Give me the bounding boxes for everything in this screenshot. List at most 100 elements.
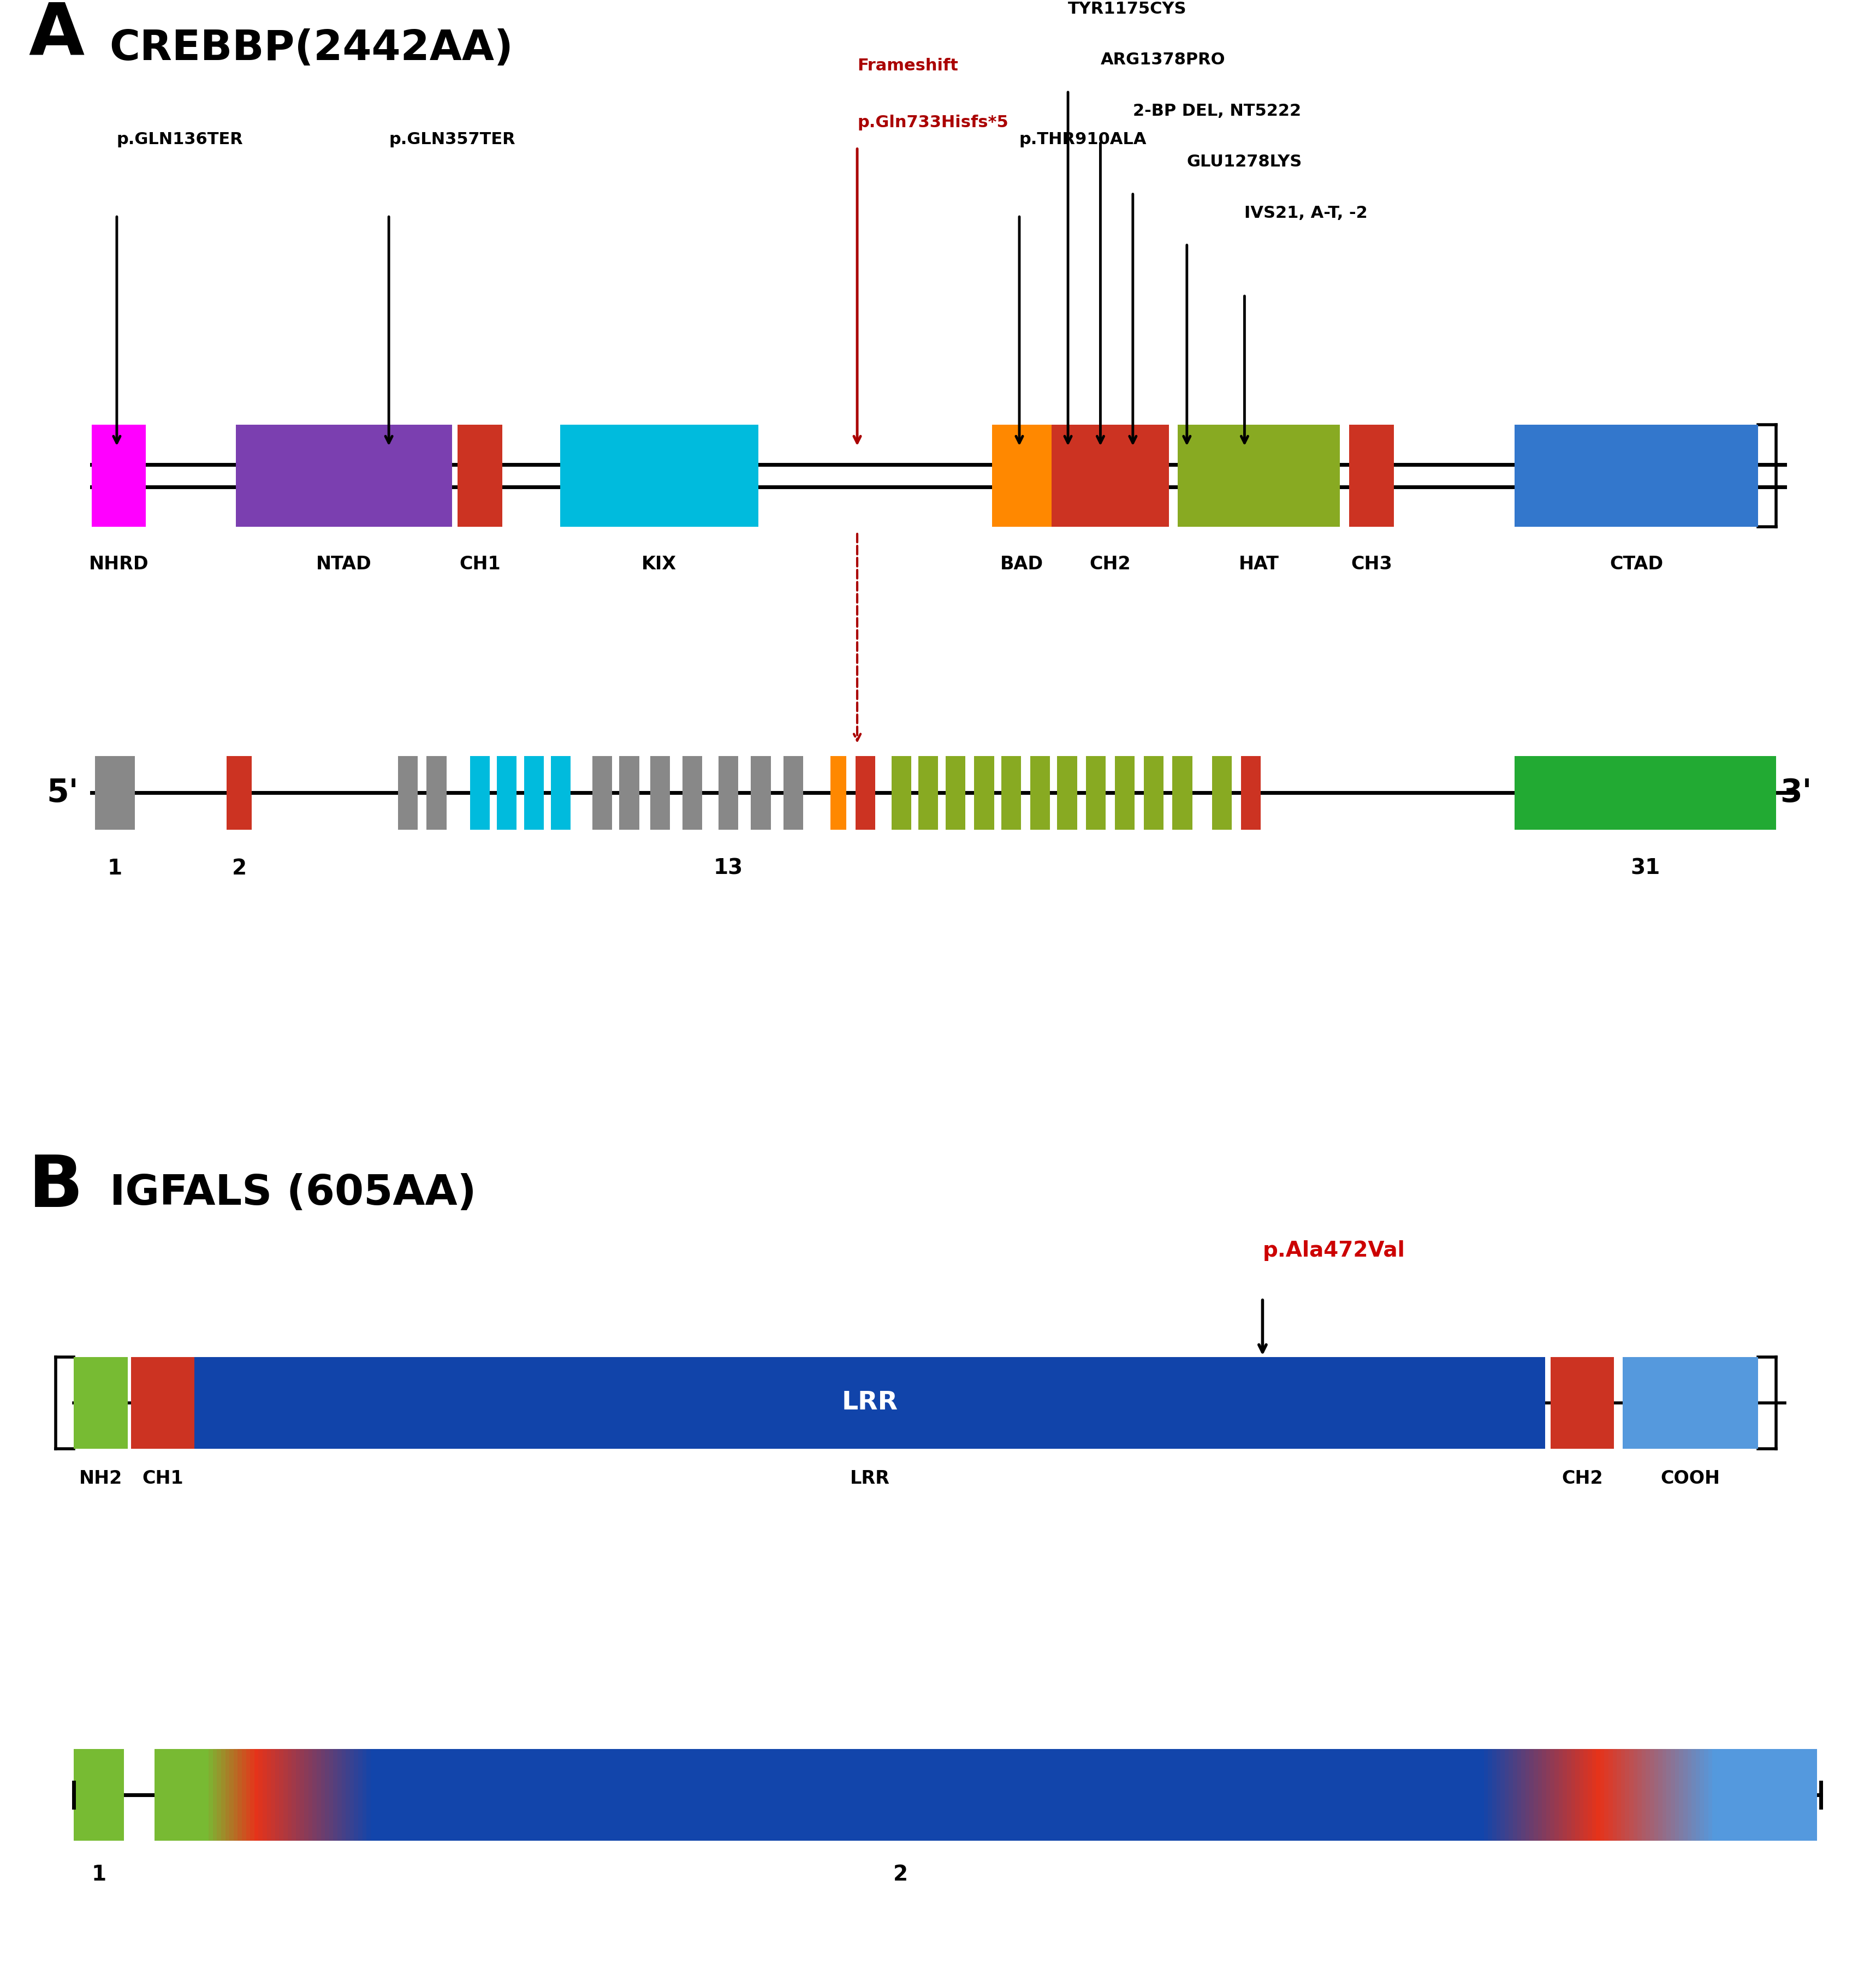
- Bar: [1514, 755, 1775, 831]
- Bar: [910, 1749, 915, 1840]
- Bar: [1595, 1749, 1600, 1840]
- Bar: [756, 1749, 762, 1840]
- Text: IGFALS (605AA): IGFALS (605AA): [109, 1172, 477, 1214]
- Text: 2-BP DEL, NT5222: 2-BP DEL, NT5222: [1133, 103, 1300, 119]
- Bar: [878, 1749, 882, 1840]
- Bar: [259, 1749, 263, 1840]
- Bar: [1094, 1749, 1097, 1840]
- Bar: [1189, 1749, 1193, 1840]
- Bar: [1176, 1749, 1182, 1840]
- Bar: [1309, 1749, 1313, 1840]
- Bar: [1463, 1749, 1467, 1840]
- Bar: [698, 1749, 704, 1840]
- Bar: [1583, 1749, 1589, 1840]
- Bar: [810, 1749, 816, 1840]
- Bar: [769, 1749, 775, 1840]
- Bar: [188, 1749, 193, 1840]
- Bar: [612, 1749, 617, 1840]
- Bar: [358, 1749, 364, 1840]
- Bar: [1621, 1749, 1625, 1840]
- Bar: [159, 1749, 163, 1840]
- Bar: [366, 1749, 371, 1840]
- Bar: [398, 755, 418, 831]
- Bar: [227, 755, 251, 831]
- Bar: [1480, 1749, 1484, 1840]
- Bar: [218, 1749, 221, 1840]
- Bar: [1529, 1749, 1535, 1840]
- Bar: [1326, 1749, 1330, 1840]
- Bar: [704, 1749, 707, 1840]
- Bar: [469, 755, 490, 831]
- Text: CH1: CH1: [143, 1470, 184, 1488]
- Bar: [1628, 1749, 1634, 1840]
- Bar: [208, 1749, 214, 1840]
- Bar: [349, 1749, 355, 1840]
- Bar: [1625, 1749, 1630, 1840]
- Bar: [1204, 1749, 1210, 1840]
- Text: CH3: CH3: [1351, 554, 1392, 572]
- Bar: [1139, 1749, 1144, 1840]
- Bar: [1446, 1749, 1450, 1840]
- Bar: [889, 1749, 895, 1840]
- Bar: [989, 1749, 994, 1840]
- Bar: [495, 1749, 501, 1840]
- Bar: [379, 1749, 385, 1840]
- Bar: [1501, 1749, 1505, 1840]
- Bar: [1617, 1749, 1621, 1840]
- Bar: [497, 755, 516, 831]
- Bar: [835, 1749, 840, 1840]
- Bar: [1330, 1749, 1336, 1840]
- Bar: [649, 755, 670, 831]
- Bar: [1758, 1749, 1763, 1840]
- Bar: [1508, 1749, 1514, 1840]
- Bar: [437, 1749, 443, 1840]
- Bar: [1313, 1749, 1319, 1840]
- Bar: [1512, 1749, 1518, 1840]
- Bar: [899, 1749, 902, 1840]
- Text: CH2: CH2: [1090, 554, 1131, 572]
- Bar: [673, 1749, 679, 1840]
- Text: CREBBP(2442AA): CREBBP(2442AA): [109, 28, 514, 70]
- Bar: [1321, 1749, 1326, 1840]
- Bar: [1550, 1749, 1555, 1840]
- Bar: [396, 1749, 400, 1840]
- Bar: [445, 1749, 450, 1840]
- Bar: [552, 755, 570, 831]
- Bar: [471, 1749, 475, 1840]
- Bar: [625, 1749, 628, 1840]
- Bar: [974, 755, 994, 831]
- Text: NH2: NH2: [79, 1470, 122, 1488]
- Bar: [454, 1749, 458, 1840]
- Bar: [1214, 1749, 1219, 1840]
- Bar: [782, 755, 803, 831]
- Bar: [458, 425, 503, 527]
- Bar: [985, 1749, 991, 1840]
- Bar: [163, 1749, 169, 1840]
- Bar: [855, 755, 874, 831]
- Bar: [550, 1749, 553, 1840]
- Bar: [1221, 1749, 1227, 1840]
- Bar: [1670, 1749, 1675, 1840]
- Bar: [1488, 1749, 1493, 1840]
- Bar: [992, 425, 1051, 527]
- Bar: [544, 1749, 550, 1840]
- Bar: [885, 1749, 891, 1840]
- Bar: [914, 1749, 919, 1840]
- Bar: [649, 1749, 653, 1840]
- Bar: [1026, 1749, 1032, 1840]
- Bar: [313, 1749, 317, 1840]
- Bar: [595, 1749, 600, 1840]
- Bar: [1101, 1749, 1107, 1840]
- Bar: [893, 1749, 899, 1840]
- Bar: [503, 1749, 508, 1840]
- Bar: [1364, 1749, 1368, 1840]
- Bar: [212, 1749, 218, 1840]
- Bar: [508, 1749, 512, 1840]
- Bar: [1666, 1749, 1672, 1840]
- Bar: [255, 1749, 259, 1840]
- Bar: [1081, 1749, 1086, 1840]
- Bar: [559, 425, 758, 527]
- Bar: [321, 1749, 326, 1840]
- Bar: [1212, 755, 1231, 831]
- Bar: [1180, 1749, 1186, 1840]
